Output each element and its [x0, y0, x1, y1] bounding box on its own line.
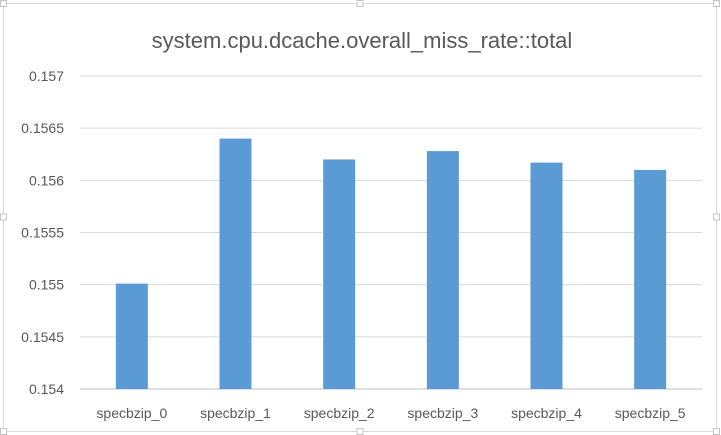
- resize-handle[interactable]: [0, 213, 7, 221]
- resize-handle[interactable]: [713, 213, 720, 221]
- gridlines: [80, 75, 702, 390]
- bar-specbzip_3: [426, 151, 459, 389]
- bar-specbzip_4: [530, 162, 563, 389]
- x-tick-label: specbzip_3: [407, 405, 478, 421]
- bar-specbzip_5: [634, 169, 667, 389]
- resize-handle[interactable]: [0, 0, 7, 7]
- resize-handle[interactable]: [0, 428, 7, 435]
- x-tick-label: specbzip_1: [200, 405, 271, 421]
- resize-handle[interactable]: [356, 428, 364, 435]
- y-tick-label: 0.1565: [21, 120, 64, 136]
- bar-specbzip_1: [219, 138, 252, 389]
- x-tick-label: specbzip_4: [511, 405, 582, 421]
- resize-handle[interactable]: [713, 0, 720, 7]
- resize-handle[interactable]: [356, 0, 364, 7]
- y-tick-label: 0.155: [29, 277, 64, 293]
- y-axis-ticks: 0.154 0.1545 0.155 0.1555 0.156 0.1565 0.157: [21, 68, 64, 397]
- y-tick-label: 0.157: [29, 68, 64, 84]
- y-tick-label: 0.156: [29, 172, 64, 188]
- bar-specbzip_0: [115, 283, 148, 389]
- x-tick-label: specbzip_5: [615, 405, 686, 421]
- y-tick-label: 0.1555: [21, 225, 64, 241]
- x-tick-label: specbzip_0: [96, 405, 167, 421]
- y-tick-label: 0.1545: [21, 329, 64, 345]
- x-tick-label: specbzip_2: [304, 405, 375, 421]
- y-tick-label: 0.154: [29, 381, 64, 397]
- resize-handle[interactable]: [713, 428, 720, 435]
- chart-title: system.cpu.dcache.overall_miss_rate::tot…: [152, 28, 573, 53]
- x-axis-ticks: specbzip_0 specbzip_1 specbzip_2 specbzip_3…: [96, 405, 685, 421]
- bar-specbzip_2: [323, 159, 356, 389]
- chart-border: [3, 3, 717, 432]
- bars: [115, 138, 667, 389]
